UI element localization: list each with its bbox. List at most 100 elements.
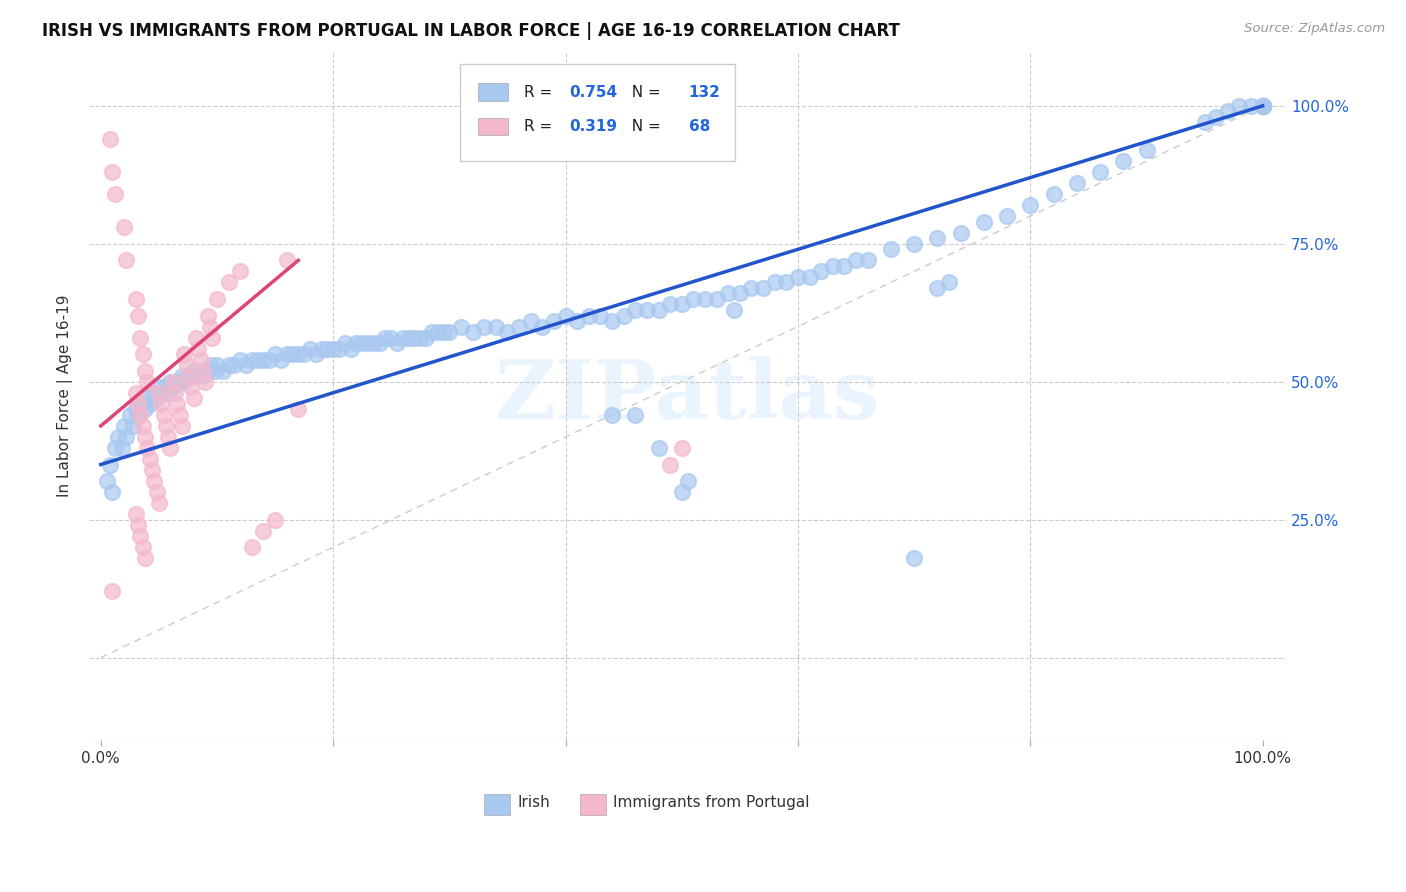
Point (1240, 99, 1263, 113)
Point (995, 209, 1018, 223)
Point (218, 276, 240, 290)
Point (1042, 187, 1064, 202)
Point (157, 430, 180, 444)
Point (339, 342, 361, 356)
Point (104, 441, 127, 455)
Point (172, 369, 194, 384)
Point (200, 358, 222, 372)
Point (647, 303, 669, 318)
Point (415, 330, 437, 344)
Point (671, 297, 693, 311)
Point (148, 380, 170, 394)
Text: R =: R = (523, 85, 557, 100)
Point (1066, 176, 1088, 190)
Point (169, 375, 191, 389)
Point (316, 342, 339, 356)
Point (927, 231, 949, 245)
Point (368, 336, 391, 351)
Point (636, 303, 658, 318)
Point (717, 286, 740, 301)
Point (136, 441, 159, 455)
Point (153, 380, 176, 394)
Point (1251, 99, 1274, 113)
Point (671, 441, 693, 455)
Text: Immigrants from Portugal: Immigrants from Portugal (613, 795, 810, 810)
Point (165, 385, 187, 400)
Point (112, 220, 135, 235)
Point (184, 369, 207, 384)
Point (98, 132, 121, 146)
FancyBboxPatch shape (478, 118, 508, 136)
Text: N =: N = (621, 119, 665, 134)
Point (101, 165, 124, 179)
Point (159, 441, 181, 455)
Point (98, 458, 121, 472)
Point (589, 309, 612, 323)
Point (194, 364, 217, 378)
Point (600, 408, 623, 422)
Point (613, 309, 636, 323)
FancyBboxPatch shape (579, 794, 606, 815)
Point (461, 325, 484, 339)
Point (115, 253, 138, 268)
Point (152, 408, 174, 422)
Point (136, 375, 159, 389)
Point (138, 452, 160, 467)
Point (197, 309, 219, 323)
Point (856, 253, 879, 268)
Point (173, 347, 195, 361)
Point (409, 330, 432, 344)
Point (131, 397, 153, 411)
Point (508, 319, 530, 334)
Point (252, 524, 274, 538)
Point (298, 342, 321, 356)
Point (531, 319, 554, 334)
Point (127, 309, 149, 323)
Point (127, 518, 149, 533)
Point (131, 418, 153, 433)
Point (344, 336, 367, 351)
Point (183, 392, 205, 406)
Point (224, 358, 246, 372)
Point (112, 418, 135, 433)
Point (148, 385, 170, 400)
Point (676, 474, 699, 488)
Point (1112, 154, 1135, 169)
Text: Irish: Irish (517, 795, 550, 810)
Point (1251, 99, 1274, 113)
Point (496, 325, 519, 339)
Point (187, 342, 209, 356)
Point (252, 352, 274, 367)
Point (264, 347, 287, 361)
FancyBboxPatch shape (460, 64, 735, 161)
Point (311, 342, 333, 356)
Point (426, 325, 449, 339)
Point (96, 474, 118, 488)
Point (775, 276, 797, 290)
Point (240, 541, 263, 555)
Point (143, 474, 166, 488)
Point (1251, 99, 1274, 113)
Point (124, 292, 146, 306)
Point (115, 430, 138, 444)
Point (647, 441, 669, 455)
Point (101, 584, 124, 599)
Point (740, 281, 762, 295)
Point (129, 330, 152, 344)
Point (118, 408, 141, 422)
Point (148, 496, 170, 510)
Text: 132: 132 (689, 85, 721, 100)
Point (127, 397, 149, 411)
Text: 0.754: 0.754 (569, 85, 617, 100)
Point (1216, 104, 1239, 119)
Point (201, 330, 224, 344)
Point (101, 485, 124, 500)
Point (141, 463, 163, 477)
Point (107, 430, 129, 444)
Point (259, 352, 281, 367)
Point (150, 397, 173, 411)
Point (129, 408, 152, 422)
Text: ZIPatlas: ZIPatlas (495, 356, 880, 435)
Point (177, 369, 200, 384)
Point (218, 358, 240, 372)
